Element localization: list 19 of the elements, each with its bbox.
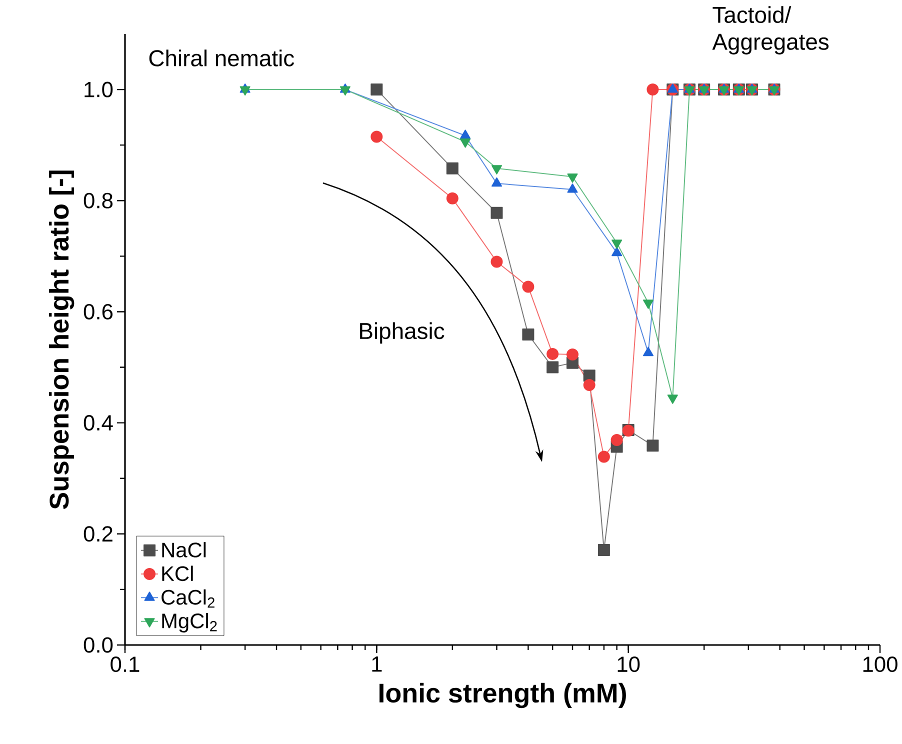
annotation: Chiral nematic bbox=[149, 50, 294, 66]
legend-label: KCl bbox=[162, 566, 193, 582]
y-axis-title: Suspension height ratio [-] bbox=[48, 170, 74, 510]
x-tick-label: 100 bbox=[863, 656, 898, 672]
x-axis-title: Ionic strength (mM) bbox=[380, 682, 626, 708]
annotation: Biphasic bbox=[360, 322, 444, 344]
legend-label: MgCl$_{2}$ bbox=[162, 612, 217, 632]
y-tick-label: 0.4 bbox=[84, 415, 113, 431]
legend-label: CaCl$_{2}$ bbox=[162, 589, 214, 608]
legend-label: NaCl bbox=[162, 542, 206, 558]
y-tick-label: 0.2 bbox=[84, 526, 112, 542]
x-tick-label: 0.1 bbox=[110, 656, 140, 672]
y-tick-label: 0.8 bbox=[84, 192, 113, 208]
x-tick-label: 1 bbox=[372, 656, 382, 672]
y-tick-label: 0.6 bbox=[84, 304, 113, 320]
x-tick-label: 10 bbox=[618, 656, 640, 672]
y-tick-label: 0.0 bbox=[84, 637, 113, 653]
y-tick-label: 1.0 bbox=[84, 82, 113, 98]
annotation: Tactoid/ Aggregates bbox=[712, 6, 829, 54]
